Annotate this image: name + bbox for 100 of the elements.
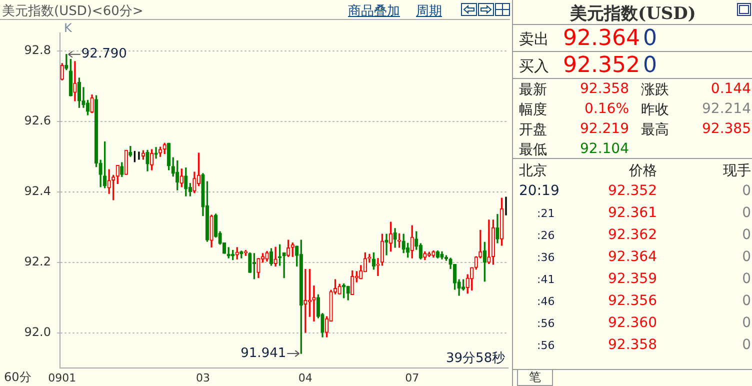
candlestick (64, 54, 68, 70)
candlestick (107, 169, 111, 194)
text: 0 (742, 205, 751, 221)
text: 92.104 (580, 141, 629, 157)
text: 最高 (641, 121, 669, 139)
x-tick-label: 03 (196, 371, 210, 384)
candlestick (474, 256, 478, 270)
candlestick (112, 174, 116, 200)
candlestick (256, 258, 260, 278)
candlestick (162, 142, 166, 154)
text: 现手 (723, 162, 751, 180)
text: :26 (537, 229, 555, 242)
candlestick (342, 283, 346, 298)
candlestick (338, 284, 342, 294)
candlestick (432, 250, 436, 258)
candlestick (440, 251, 444, 260)
candlestick (410, 225, 414, 258)
text: 商品叠加 (348, 3, 400, 20)
y-tick-label: 92.6 (24, 113, 51, 128)
candlestick (124, 150, 128, 175)
text: 92.364 (608, 249, 657, 265)
chart-title: 美元指数(USD)<60分> (2, 3, 144, 20)
text: 最低 (519, 141, 547, 159)
text: 20:19 (519, 183, 560, 199)
text: 0.16% (584, 101, 629, 117)
x-tick-label: 0901 (48, 371, 76, 384)
candlestick (146, 150, 150, 172)
x-tick-label: 04 (298, 371, 312, 384)
text: 最新 (519, 81, 547, 99)
annotation: K (64, 21, 72, 35)
annotation: 39分58秒 (446, 350, 506, 367)
text: 92.360 (608, 315, 657, 331)
candlestick (290, 242, 294, 257)
text: 买入 (519, 57, 549, 76)
candlestick (368, 254, 372, 263)
y-tick-label: 92.2 (24, 254, 51, 268)
text: 0 (643, 26, 657, 51)
candlestick (491, 220, 496, 265)
candlestick (500, 198, 504, 246)
candlestick (192, 172, 196, 194)
candlestick (282, 252, 286, 278)
candlestick (150, 149, 154, 170)
text: :21 (537, 207, 555, 220)
y-tick-label: 92.8 (24, 42, 51, 57)
candlestick (252, 253, 256, 280)
candlestick (210, 214, 214, 248)
candlestick (248, 252, 252, 273)
text: 卖出 (519, 30, 549, 49)
text: 0 (742, 315, 751, 331)
candlestick (90, 94, 94, 114)
text: 笔 (517, 369, 553, 386)
candlestick (350, 270, 354, 296)
text: 92.364 (563, 26, 640, 51)
text: 0 (742, 337, 751, 353)
text: 0 (742, 271, 751, 287)
text: :56 (537, 339, 555, 352)
text: 0 (643, 53, 657, 78)
text: 幅度 (519, 101, 547, 119)
text: 92.359 (608, 271, 657, 287)
candlestick (231, 250, 235, 260)
annotation: 91.941 (240, 346, 286, 361)
candlestick (312, 286, 316, 322)
candlestick (73, 61, 77, 102)
text: 周期 (416, 3, 442, 20)
text: 涨跌 (641, 81, 669, 99)
candlestick (265, 251, 269, 262)
text: 60分 (4, 369, 32, 386)
candlestick (68, 58, 72, 96)
candlestick (286, 240, 290, 257)
candlestick (184, 167, 188, 196)
text: 0.144 (710, 81, 751, 97)
text: 92.362 (608, 227, 657, 243)
text: 0 (742, 293, 751, 309)
y-tick-label: 92.0 (24, 324, 51, 339)
text: 92.358 (580, 81, 629, 97)
text: 价格 (629, 162, 657, 180)
candlestick (141, 150, 146, 160)
text: 92.361 (608, 205, 657, 221)
candlestick (384, 234, 388, 256)
text: 92.352 (563, 53, 640, 78)
candlestick (180, 168, 184, 188)
text: 北京 (519, 162, 547, 180)
text: 美元指数(USD) (568, 3, 697, 25)
candlestick (470, 267, 474, 290)
text: :56 (537, 317, 555, 330)
candlestick (154, 147, 158, 159)
candlestick (478, 230, 482, 258)
text: 0 (742, 227, 751, 243)
text: 开盘 (519, 121, 547, 139)
text: 92.214 (702, 101, 751, 117)
candlestick (487, 220, 491, 264)
x-tick-label: 07 (405, 371, 420, 384)
text: 昨收 (641, 101, 669, 119)
text: 0 (742, 183, 751, 199)
text: 92.385 (702, 121, 751, 137)
candlestick (128, 146, 132, 157)
text: 92.219 (580, 121, 629, 137)
text: 92.356 (608, 293, 657, 309)
text: :36 (537, 251, 555, 264)
candlestick (120, 162, 124, 177)
